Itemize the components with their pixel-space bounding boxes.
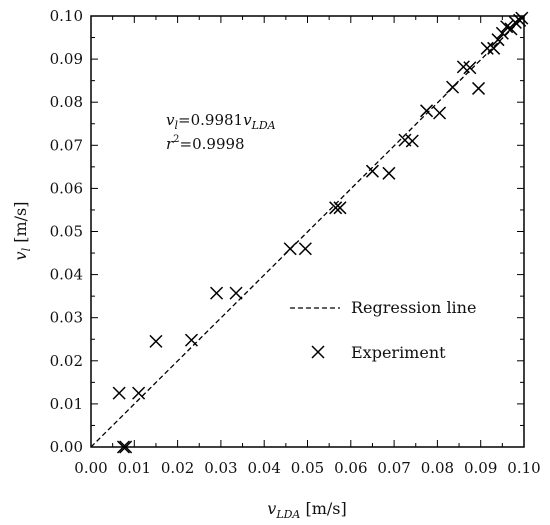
data-point	[508, 15, 522, 29]
legend-experiment-label: Experiment	[351, 343, 446, 362]
x-tick-label: 0.06	[334, 459, 367, 477]
data-point	[495, 26, 509, 40]
y-tick-label: 0.04	[50, 266, 83, 284]
legend: Regression line Experiment	[290, 298, 476, 362]
data-point	[433, 106, 447, 120]
y-tick-label: 0.01	[50, 395, 83, 413]
regression-line	[90, 16, 525, 448]
data-point	[500, 20, 514, 34]
data-point	[420, 104, 434, 118]
y-tick-label: 0.02	[50, 352, 83, 370]
x-tick-label: 0.01	[118, 459, 151, 477]
y-tick-label: 0.03	[50, 309, 83, 327]
x-tick-label: 0.07	[377, 459, 410, 477]
y-tick-label: 0.10	[50, 7, 83, 25]
y-tick-label: 0.00	[50, 438, 83, 456]
x-axis-label: vLDA [m/s]	[267, 499, 346, 521]
y-tick-label: 0.07	[50, 136, 83, 154]
experiment-points	[112, 11, 529, 454]
data-point	[446, 80, 460, 94]
data-point	[405, 134, 419, 148]
data-point	[229, 286, 243, 300]
legend-experiment-marker	[311, 345, 325, 359]
axis-ticks: 0.00 0.01 0.02 0.03 0.04 0.05 0.06 0.07 0.08 0.09…	[50, 7, 541, 477]
data-point	[132, 386, 146, 400]
data-point	[480, 41, 494, 55]
data-point	[116, 440, 131, 454]
data-point	[210, 286, 224, 300]
data-point	[515, 11, 529, 25]
r-squared-annotation: r2=0.9998	[166, 134, 245, 153]
y-tick-label: 0.09	[50, 50, 83, 68]
regression-line-group	[90, 16, 525, 448]
data-point	[329, 201, 343, 215]
data-point	[184, 333, 198, 347]
data-point	[382, 166, 396, 180]
y-axis-label: vl [m/s]	[11, 202, 33, 261]
y-tick-label: 0.08	[50, 93, 83, 111]
data-point	[283, 242, 297, 256]
x-tick-label: 0.02	[161, 459, 194, 477]
x-tick-label: 0.08	[421, 459, 454, 477]
data-point	[149, 334, 163, 348]
x-tick-label: 0.05	[291, 459, 324, 477]
x-tick-label: 0.03	[204, 459, 237, 477]
data-point	[112, 386, 126, 400]
data-point	[491, 33, 505, 47]
data-point	[365, 164, 379, 178]
y-tick-label: 0.05	[50, 223, 83, 241]
data-point	[472, 81, 486, 95]
regression-equation: vl=0.9981vLDA	[166, 111, 276, 132]
x-tick-label: 0.00	[74, 459, 107, 477]
data-point	[333, 201, 347, 215]
data-point	[487, 41, 501, 55]
y-tick-label: 0.06	[50, 179, 83, 197]
data-point	[298, 242, 312, 256]
x-tick-label: 0.10	[507, 459, 540, 477]
x-tick-label: 0.04	[247, 459, 280, 477]
data-point	[119, 440, 133, 454]
legend-regression-label: Regression line	[351, 298, 476, 317]
data-point	[463, 61, 477, 75]
x-tick-label: 0.09	[464, 459, 497, 477]
